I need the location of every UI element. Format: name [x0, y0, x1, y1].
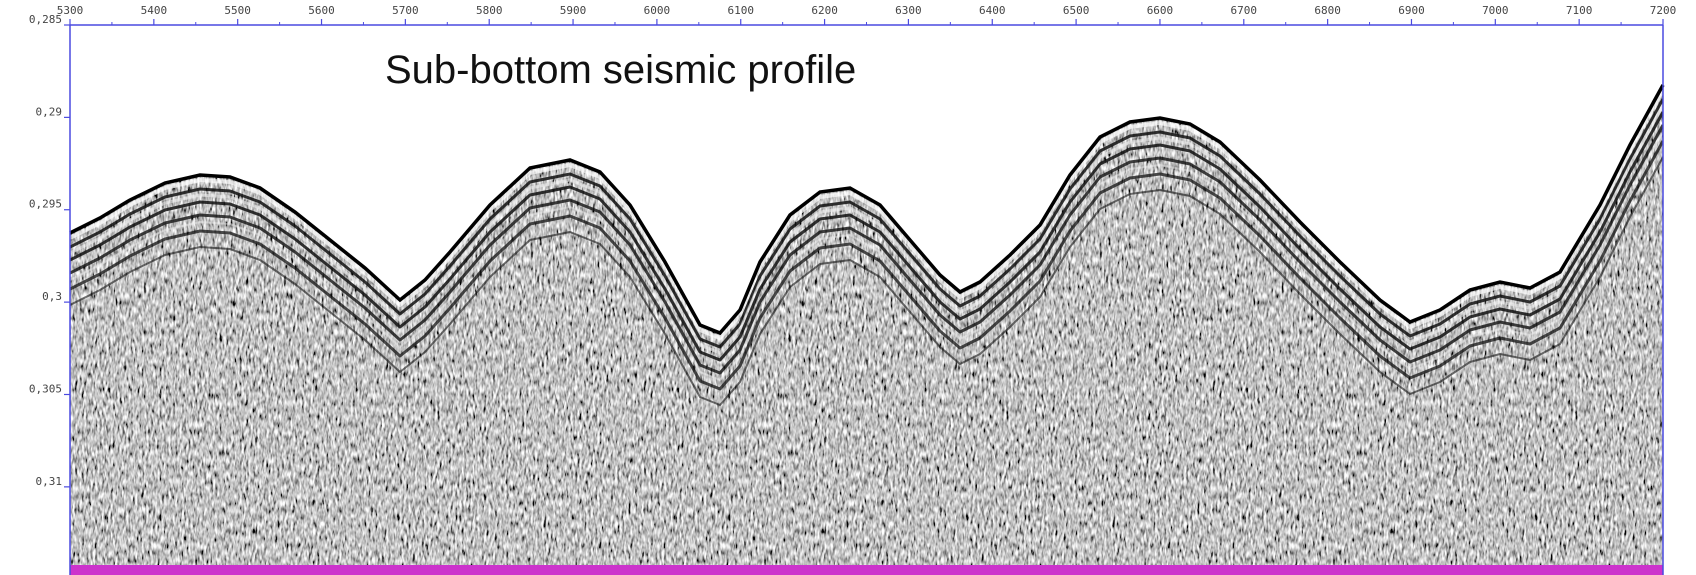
x-tick-label: 5700 — [392, 4, 419, 17]
x-tick-label: 6900 — [1398, 4, 1425, 17]
y-tick-label: 0,29 — [36, 105, 63, 118]
y-tick-label: 0,31 — [36, 475, 63, 488]
x-tick-label: 6800 — [1314, 4, 1341, 17]
seismic-texture — [70, 25, 1663, 570]
x-tick-label: 7100 — [1566, 4, 1593, 17]
x-tick-label: 6700 — [1231, 4, 1258, 17]
x-tick-label: 5400 — [141, 4, 168, 17]
x-tick-label: 5500 — [224, 4, 251, 17]
x-tick-label: 6100 — [727, 4, 754, 17]
x-tick-label: 6200 — [811, 4, 838, 17]
y-tick-label: 0,295 — [29, 198, 62, 211]
chart-title: Sub-bottom seismic profile — [385, 48, 856, 92]
x-tick-label: 6000 — [644, 4, 671, 17]
x-tick-label: 6400 — [979, 4, 1006, 17]
seismic-section — [70, 25, 1663, 570]
x-tick-label: 7200 — [1650, 4, 1677, 17]
chart: 5300540055005600570058005900600061006200… — [0, 0, 1696, 575]
x-tick-label: 6300 — [895, 4, 922, 17]
y-tick-label: 0,305 — [29, 382, 62, 395]
x-tick-label: 5800 — [476, 4, 503, 17]
y-tick-label: 0,3 — [42, 290, 62, 303]
x-tick-label: 5600 — [308, 4, 335, 17]
x-tick-label: 5900 — [560, 4, 587, 17]
page: {"chart_data": { "type": "seismic", "tit… — [0, 0, 1696, 575]
x-tick-label: 7000 — [1482, 4, 1509, 17]
bottom-bar — [70, 565, 1663, 575]
x-tick-label: 6500 — [1063, 4, 1090, 17]
x-tick-label: 6600 — [1147, 4, 1174, 17]
y-tick-label: 0,285 — [29, 13, 62, 26]
